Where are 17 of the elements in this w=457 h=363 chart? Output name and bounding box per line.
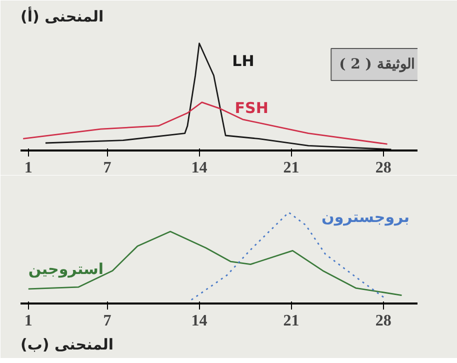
x-tick-label: 1 xyxy=(24,160,32,176)
series-label: استروجين xyxy=(28,260,104,278)
x-tick-label: 14 xyxy=(191,160,208,176)
x-tick-label: 21 xyxy=(283,312,300,330)
chart-title: المنحنى (أ) xyxy=(20,6,104,26)
annotation: الوثيقة ( 2 ) xyxy=(339,56,415,72)
x-tick-label: 28 xyxy=(375,312,392,330)
x-tick-label: 28 xyxy=(375,160,392,176)
x-tick-label: 7 xyxy=(103,312,112,330)
series-label: LH xyxy=(232,52,254,70)
series-label: بروجسترون xyxy=(322,208,410,226)
x-tick-label: 1 xyxy=(24,312,32,330)
x-tick-label: 7 xyxy=(103,160,112,176)
text: المنحنى (ب) xyxy=(20,336,114,354)
series-label: FSH xyxy=(234,98,268,117)
x-tick-label: 14 xyxy=(191,312,208,330)
x-tick-label: 21 xyxy=(283,160,300,176)
